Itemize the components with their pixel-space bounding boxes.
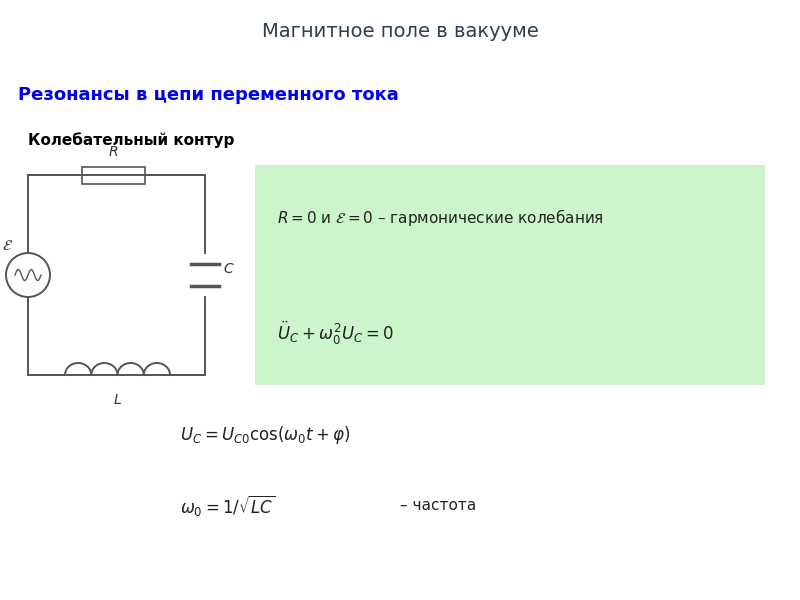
FancyBboxPatch shape (82, 166, 145, 184)
Text: $\omega_0 = 1/\sqrt{LC}$: $\omega_0 = 1/\sqrt{LC}$ (180, 493, 275, 517)
Text: $C$: $C$ (223, 262, 234, 276)
Text: – частота: – частота (400, 497, 476, 512)
Text: $R = 0$ и $\mathcal{E} = 0$ – гармонические колебания: $R = 0$ и $\mathcal{E} = 0$ – гармоничес… (277, 206, 604, 227)
Text: $R$: $R$ (108, 145, 118, 159)
Text: $L$: $L$ (113, 393, 122, 407)
FancyBboxPatch shape (255, 165, 765, 385)
Text: Магнитное поле в вакууме: Магнитное поле в вакууме (262, 22, 538, 41)
Text: $U_C = U_{C0}\cos(\omega_0 t + \varphi)$: $U_C = U_{C0}\cos(\omega_0 t + \varphi)$ (180, 424, 350, 446)
Text: $\mathcal{E}$: $\mathcal{E}$ (2, 238, 13, 253)
Text: Колебательный контур: Колебательный контур (28, 132, 234, 148)
Text: $\ddot{U}_C + \omega_0^2 U_C = 0$: $\ddot{U}_C + \omega_0^2 U_C = 0$ (277, 319, 394, 347)
Text: Резонансы в цепи переменного тока: Резонансы в цепи переменного тока (18, 86, 398, 104)
